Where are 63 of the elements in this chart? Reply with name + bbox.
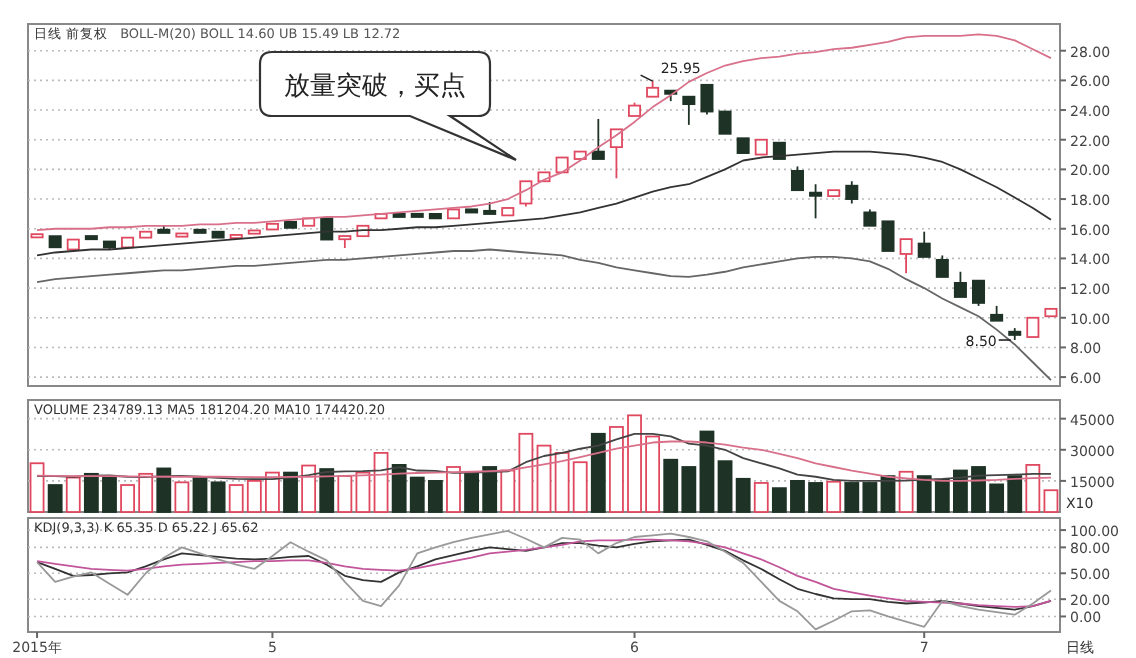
candlestick <box>446 208 460 220</box>
bar <box>753 482 769 513</box>
bar <box>699 430 715 513</box>
bar <box>156 467 172 513</box>
candlestick <box>718 110 732 135</box>
bar <box>1043 489 1059 513</box>
bar <box>446 466 461 513</box>
candlestick <box>338 235 352 249</box>
candlestick <box>899 238 913 275</box>
candlestick <box>863 208 877 227</box>
candlestick <box>284 221 298 229</box>
candlestick <box>700 83 714 116</box>
bar <box>337 475 353 513</box>
line-series <box>36 248 1052 381</box>
callout: 放量突破，买点 <box>258 50 518 162</box>
candlestick <box>646 80 660 98</box>
line-series <box>36 150 1052 257</box>
candlestick <box>265 222 279 231</box>
bar <box>590 432 606 513</box>
candlestick <box>881 220 895 252</box>
candlestick <box>175 232 189 238</box>
bar <box>301 464 317 513</box>
bar <box>47 484 63 513</box>
candlestick <box>1044 307 1058 318</box>
bar <box>65 476 81 513</box>
candlestick <box>990 304 1004 322</box>
bar <box>735 477 751 513</box>
candlestick <box>1026 316 1040 338</box>
candlestick <box>935 254 949 278</box>
candlestick <box>917 230 931 258</box>
candlestick <box>428 213 442 220</box>
bar <box>717 460 733 513</box>
candlestick <box>247 229 261 235</box>
bar <box>355 471 371 513</box>
bar <box>174 481 190 513</box>
bar <box>210 481 226 513</box>
candlestick <box>827 189 841 197</box>
candlestick <box>845 180 859 205</box>
bar <box>192 476 208 513</box>
annotation: 放量突破，买点 <box>284 72 466 102</box>
candlestick <box>682 95 696 126</box>
candlestick <box>30 233 44 239</box>
candlestick <box>501 207 515 217</box>
bar <box>319 468 335 513</box>
candlestick <box>139 230 153 239</box>
candlestick <box>66 238 80 251</box>
bar <box>898 470 914 513</box>
candlestick <box>211 230 225 239</box>
bar <box>1025 464 1041 513</box>
line-series <box>36 440 1052 482</box>
candlestick <box>465 208 479 214</box>
candlestick <box>48 235 62 249</box>
candlestick <box>392 212 406 218</box>
candlestick <box>193 228 207 234</box>
bar <box>283 471 298 513</box>
candlestick <box>591 118 605 160</box>
candlestick <box>754 138 768 156</box>
bar <box>373 451 389 513</box>
candlestick <box>736 137 750 154</box>
bar <box>826 480 842 513</box>
candlestick <box>410 212 424 218</box>
bar <box>29 462 45 513</box>
candlestick <box>84 235 98 241</box>
